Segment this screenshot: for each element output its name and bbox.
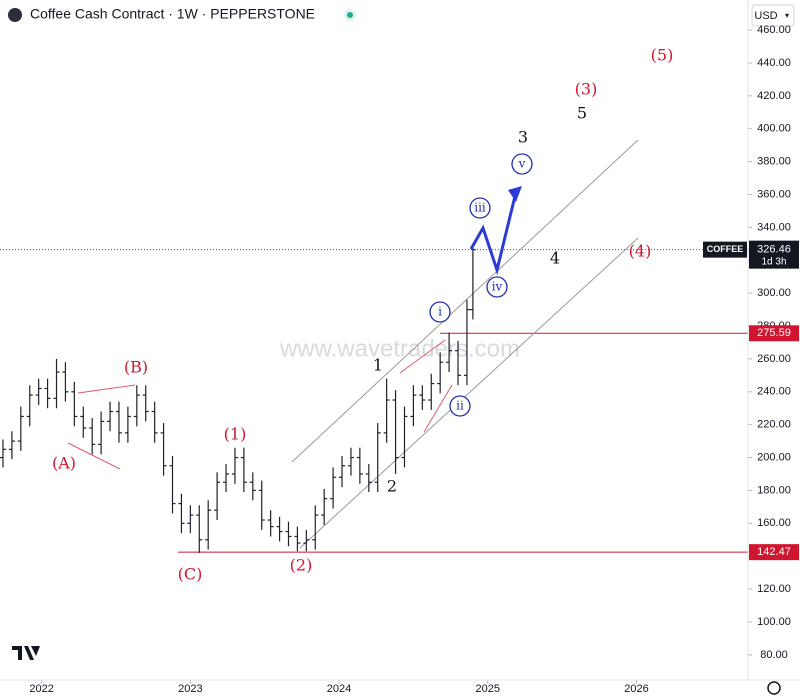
arrow-head — [508, 186, 522, 202]
y-tick-label: 240.00 — [757, 386, 791, 398]
wave-circle — [486, 276, 508, 298]
level-tag — [749, 544, 799, 561]
x-tick-label: 2026 — [624, 683, 648, 695]
price-tag — [749, 240, 799, 269]
x-tick-label: 2023 — [178, 683, 202, 695]
y-tick-label: 440.00 — [757, 57, 791, 69]
wave-label: (A) — [52, 454, 76, 473]
currency-button[interactable] — [751, 4, 795, 27]
projection-arrow — [469, 191, 518, 276]
level-label: 275.59 — [757, 327, 791, 339]
y-tick-label: 100.00 — [757, 616, 791, 628]
wave-label: (4) — [629, 242, 652, 261]
wave-label: 4 — [550, 249, 560, 268]
symbol-tag — [703, 241, 747, 258]
wave-label: (3) — [575, 80, 598, 99]
wave-label: (1) — [224, 425, 247, 444]
wave-label: iv — [492, 280, 503, 294]
wave-label: iii — [474, 201, 486, 215]
symbol-label: COFFEE — [707, 244, 744, 254]
x-tick-label: 2022 — [29, 683, 53, 695]
wave-label: (2) — [290, 556, 313, 575]
dropdown-caret[interactable]: ▾ — [785, 11, 789, 20]
wave-label: ii — [456, 399, 464, 413]
wave-label: 5 — [577, 104, 587, 123]
bars — [0, 243, 476, 553]
y-tick-label: 200.00 — [757, 451, 791, 463]
currency[interactable]: USD — [754, 10, 777, 22]
wave-circle — [429, 301, 451, 323]
wave-circle — [469, 197, 491, 219]
y-tick-label: 180.00 — [757, 484, 791, 496]
watermark: www.wavetraders.com — [279, 335, 520, 362]
y-tick-label: 460.00 — [757, 24, 791, 36]
wedge-line — [67, 442, 121, 470]
plot — [0, 29, 752, 684]
wave-label: 3 — [518, 128, 528, 147]
logo — [12, 646, 40, 660]
y-tick-label: 160.00 — [757, 517, 791, 529]
symbol-icon — [8, 8, 22, 22]
y-tick-label: 420.00 — [757, 90, 791, 102]
level-tag — [749, 325, 799, 342]
last-price-label: 326.46 — [757, 244, 791, 256]
wedge-line — [77, 384, 136, 394]
wave-circle — [449, 395, 471, 417]
wedge-line — [399, 339, 446, 374]
y-tick-label: 400.00 — [757, 123, 791, 135]
wave-label: (5) — [651, 46, 674, 65]
settings-icon[interactable] — [767, 681, 781, 695]
wave-label: (B) — [124, 358, 148, 377]
y-tick-label: 300.00 — [757, 287, 791, 299]
wave-label: i — [438, 305, 442, 319]
y-tick-label: 260.00 — [757, 353, 791, 365]
y-tick-label: 220.00 — [757, 419, 791, 431]
wave-label: 2 — [387, 477, 397, 496]
x-tick-label: 2024 — [327, 683, 351, 695]
y-tick-label: 80.00 — [760, 649, 788, 661]
title: Coffee Cash Contract · 1W · PEPPERSTONE — [30, 6, 315, 22]
level-label: 142.47 — [757, 546, 791, 558]
wave-label: v — [518, 157, 526, 171]
y-tick-label: 380.00 — [757, 156, 791, 168]
y-tick-label: 360.00 — [757, 188, 791, 200]
status-dot — [347, 12, 353, 18]
wave-label: (C) — [178, 565, 203, 584]
wave-label: 1 — [373, 356, 383, 375]
channel-line — [299, 237, 639, 549]
y-tick-label: 120.00 — [757, 583, 791, 595]
wave-circle — [511, 153, 533, 175]
x-tick-label: 2025 — [476, 683, 500, 695]
y-tick-label: 340.00 — [757, 221, 791, 233]
wedge-line — [423, 384, 453, 433]
channel-line — [291, 139, 639, 463]
countdown: 1d 3h — [761, 256, 786, 267]
